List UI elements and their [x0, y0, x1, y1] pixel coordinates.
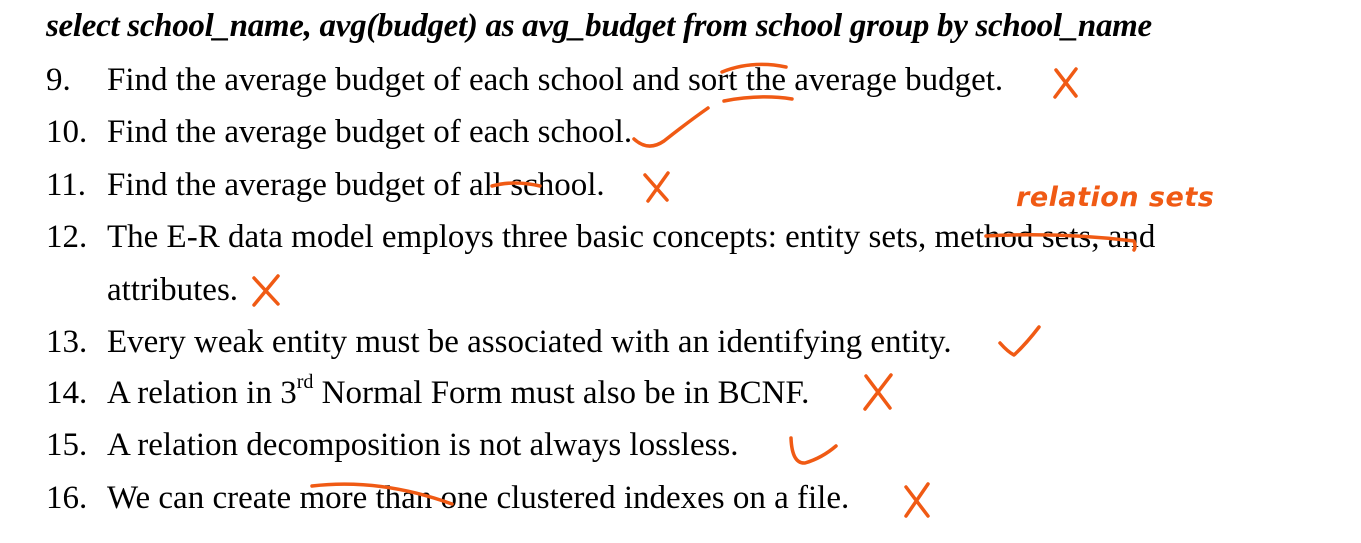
list-item-15: 15. A relation decomposition is not alway…	[46, 425, 739, 465]
list-item-9: 9. Find the average budget of each school…	[46, 60, 1003, 100]
item-text: A relation decomposition is not always l…	[107, 427, 739, 463]
list-item-14: 14. A relation in 3rd Normal Form must al…	[46, 371, 810, 413]
ordinal-superscript: rd	[296, 371, 314, 393]
cross-mark-14	[863, 373, 893, 411]
correction-note-relation-sets: relation sets	[1016, 182, 1214, 213]
item-number: 16.	[46, 480, 88, 516]
item-number: 14.	[46, 375, 88, 411]
cross-mark-12	[252, 274, 280, 307]
list-item-11: 11. Find the average budget of all school…	[46, 165, 605, 205]
item-text: Every weak entity must be associated wit…	[107, 324, 952, 360]
item-text: The E-R data model employs three basic c…	[107, 219, 1156, 255]
cross-mark-16	[904, 482, 930, 518]
item-text: Find the average budget of each school.	[107, 114, 633, 150]
list-item-16: 16. We can create more than one clustered…	[46, 478, 849, 518]
item-text-before: A relation in 3	[107, 375, 297, 411]
check-mark-13	[998, 325, 1041, 357]
item-text: Find the average budget of each school a…	[107, 62, 1004, 98]
check-mark-10	[632, 106, 710, 148]
cross-mark-11	[643, 171, 670, 203]
item-number: 11.	[46, 167, 87, 203]
item-number: 10.	[46, 114, 88, 150]
sql-query-heading: select school_name, avg(budget) as avg_b…	[46, 8, 1152, 44]
list-item-12: 12. The E-R data model employs three basi…	[46, 217, 1155, 257]
item-number: 9.	[46, 62, 71, 98]
list-item-12-continuation: attributes.	[107, 272, 239, 308]
item-number: 12.	[46, 219, 88, 255]
item-text: We can create more than one clustered in…	[107, 480, 850, 516]
list-item-13: 13. Every weak entity must be associated …	[46, 322, 952, 362]
item-text: Find the average budget of all school.	[107, 167, 605, 203]
check-mark-15	[789, 436, 838, 465]
item-number: 15.	[46, 427, 88, 463]
item-number: 13.	[46, 324, 88, 360]
list-item-10: 10. Find the average budget of each schoo…	[46, 112, 632, 152]
cross-mark-9	[1053, 67, 1078, 99]
item-text-after: Normal Form must also be in BCNF.	[313, 375, 810, 411]
